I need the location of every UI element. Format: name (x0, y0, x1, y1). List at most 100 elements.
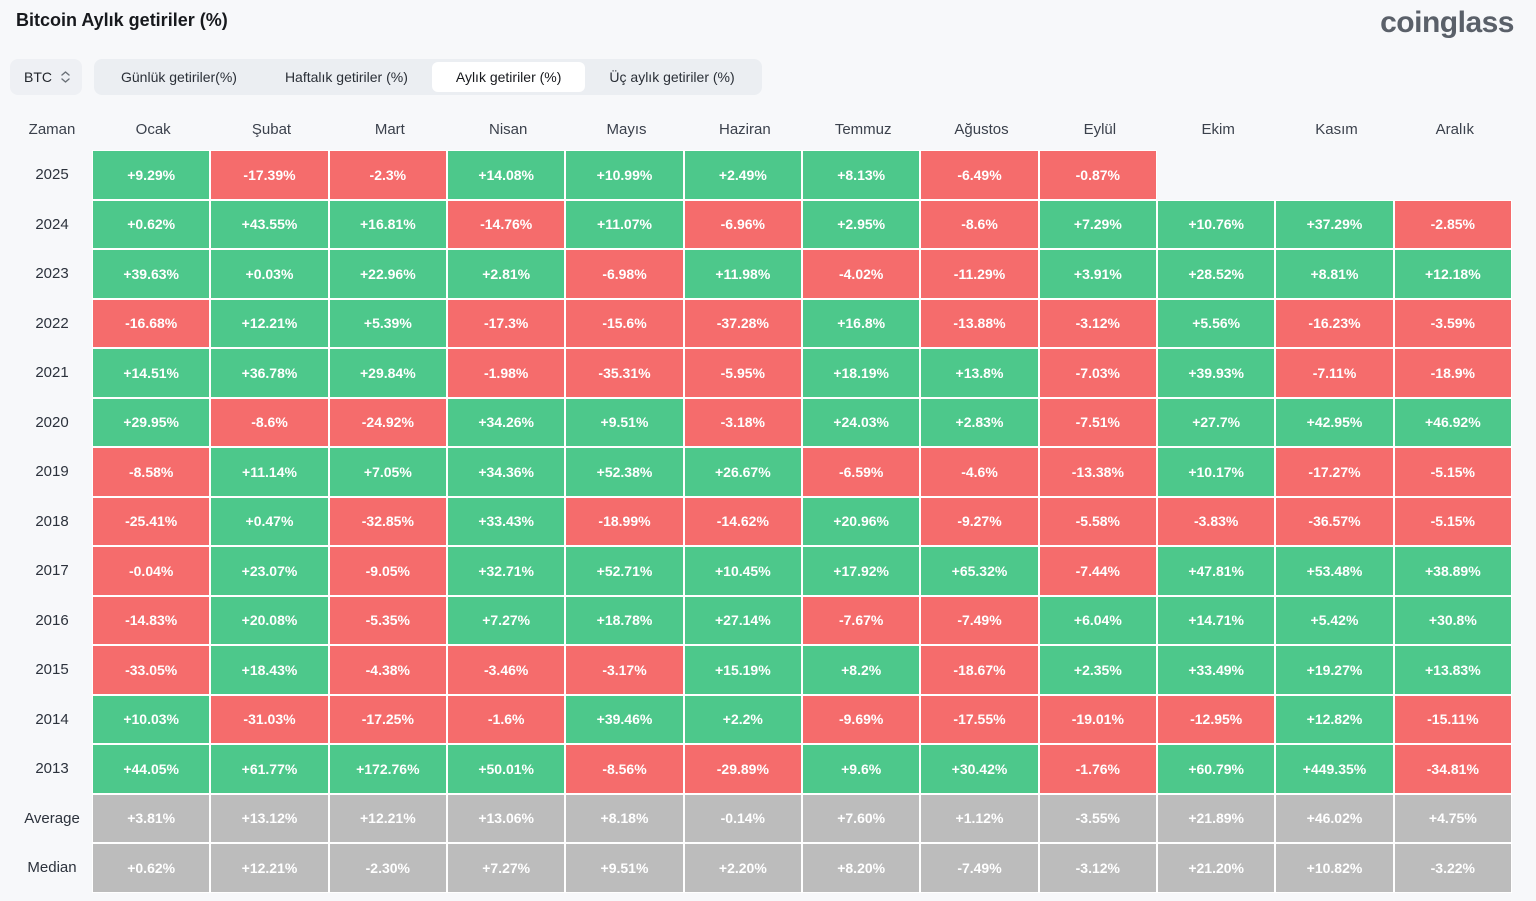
column-header-month: Haziran (718, 121, 771, 138)
row-label: Average (24, 809, 80, 827)
table-cell: +16.8% (802, 298, 921, 348)
table-cell: -7.03% (1038, 348, 1157, 398)
column-header-time: Zaman (28, 121, 76, 138)
table-cell: -5.95% (683, 348, 802, 398)
column-header-month: Ağustos (954, 121, 1009, 138)
table-cell: +9.6% (802, 744, 921, 794)
tab-monthly-returns[interactable]: Aylık getiriler (%) (431, 62, 586, 92)
table-cell: +14.08% (447, 150, 566, 200)
table-cell: +14.51% (92, 348, 211, 398)
table-cell: -1.98% (447, 348, 566, 398)
table-cell: +17.92% (802, 546, 921, 596)
table-cell: +449.35% (1275, 744, 1394, 794)
tab-weekly-returns[interactable]: Haftalık getiriler (%) (261, 62, 432, 92)
controls-bar: BTC Günlük getiriler(%) Haftalık getiril… (10, 59, 1536, 95)
table-cell: -4.38% (328, 645, 447, 695)
table-cell: -3.12% (1038, 298, 1157, 348)
table-cell: -29.89% (683, 744, 802, 794)
table-cell: +7.27% (447, 595, 566, 645)
updown-chevron-icon (61, 71, 70, 83)
table-cell: -17.25% (328, 694, 447, 744)
table-cell: +52.71% (565, 546, 684, 596)
table-cell: +10.99% (565, 150, 684, 200)
table-cell: +32.71% (447, 546, 566, 596)
table-cell: -3.46% (447, 645, 566, 695)
table-cell: -17.39% (210, 150, 329, 200)
table-cell: -35.31% (565, 348, 684, 398)
row-label: 2015 (35, 661, 69, 679)
interval-tabbar: Günlük getiriler(%) Haftalık getiriler (… (94, 59, 762, 95)
table-cell: -16.68% (92, 298, 211, 348)
row-label: 2019 (35, 463, 69, 481)
row-label: 2024 (35, 215, 69, 233)
table-cell: -5.35% (328, 595, 447, 645)
table-cell: +47.81% (1157, 546, 1276, 596)
table-cell: -0.04% (92, 546, 211, 596)
table-cell: +3.81% (92, 793, 211, 843)
table-cell: +27.14% (683, 595, 802, 645)
table-cell: +46.92% (1393, 397, 1512, 447)
table-cell: +2.35% (1038, 645, 1157, 695)
table-cell: -5.15% (1393, 496, 1512, 546)
table-cell: -8.6% (920, 199, 1039, 249)
table-cell: -7.49% (920, 595, 1039, 645)
row-label: 2013 (35, 760, 69, 778)
table-cell: -17.55% (920, 694, 1039, 744)
table-cell (1157, 150, 1275, 200)
table-cell: -36.57% (1275, 496, 1394, 546)
table-cell: -6.49% (920, 150, 1039, 200)
table-cell: -7.51% (1038, 397, 1157, 447)
table-cell: +12.21% (210, 298, 329, 348)
table-cell: +9.51% (565, 397, 684, 447)
table-cell: -32.85% (328, 496, 447, 546)
table-cell: +65.32% (920, 546, 1039, 596)
table-cell: -1.6% (447, 694, 566, 744)
table-cell: +4.75% (1393, 793, 1512, 843)
table-cell: +16.81% (328, 199, 447, 249)
table-cell: +5.42% (1275, 595, 1394, 645)
table-cell: +15.19% (683, 645, 802, 695)
table-cell: +0.47% (210, 496, 329, 546)
table-cell: +11.98% (683, 249, 802, 299)
table-cell: -11.29% (920, 249, 1039, 299)
table-cell: -33.05% (92, 645, 211, 695)
column-header-month: Şubat (251, 121, 292, 138)
row-label: 2018 (35, 512, 69, 530)
column-header-month: Aralık (1435, 121, 1474, 138)
table-cell: +8.13% (802, 150, 921, 200)
table-cell: +44.05% (92, 744, 211, 794)
table-cell: -7.67% (802, 595, 921, 645)
table-cell: -14.76% (447, 199, 566, 249)
table-cell: +8.2% (802, 645, 921, 695)
table-cell: +39.46% (565, 694, 684, 744)
table-cell: +12.82% (1275, 694, 1394, 744)
table-cell: -19.01% (1038, 694, 1157, 744)
tab-quarterly-returns[interactable]: Üç aylık getiriler (%) (585, 62, 758, 92)
table-cell: -7.49% (920, 843, 1039, 893)
table-cell: +33.49% (1157, 645, 1276, 695)
coinglass-logo: coinglass (1380, 6, 1514, 39)
table-cell: +24.03% (802, 397, 921, 447)
table-cell: +8.20% (802, 843, 921, 893)
table-cell: -6.98% (565, 249, 684, 299)
table-cell: +12.21% (210, 843, 329, 893)
column-header-month: Nisan (488, 121, 528, 138)
table-cell: -18.67% (920, 645, 1039, 695)
table-cell: +21.89% (1157, 793, 1276, 843)
table-cell: +0.03% (210, 249, 329, 299)
tab-daily-returns[interactable]: Günlük getiriler(%) (97, 62, 261, 92)
table-cell: -2.3% (328, 150, 447, 200)
row-label: 2014 (35, 710, 69, 728)
table-cell: -14.62% (683, 496, 802, 546)
row-label: 2020 (35, 413, 69, 431)
table-cell: -3.55% (1038, 793, 1157, 843)
table-cell: -31.03% (210, 694, 329, 744)
symbol-select[interactable]: BTC (10, 59, 82, 95)
row-label: 2025 (35, 166, 69, 184)
table-cell: +8.81% (1275, 249, 1394, 299)
row-label: 2022 (35, 314, 69, 332)
table-cell: +43.55% (210, 199, 329, 249)
table-cell: +7.05% (328, 447, 447, 497)
column-header-month: Ekim (1201, 121, 1235, 138)
